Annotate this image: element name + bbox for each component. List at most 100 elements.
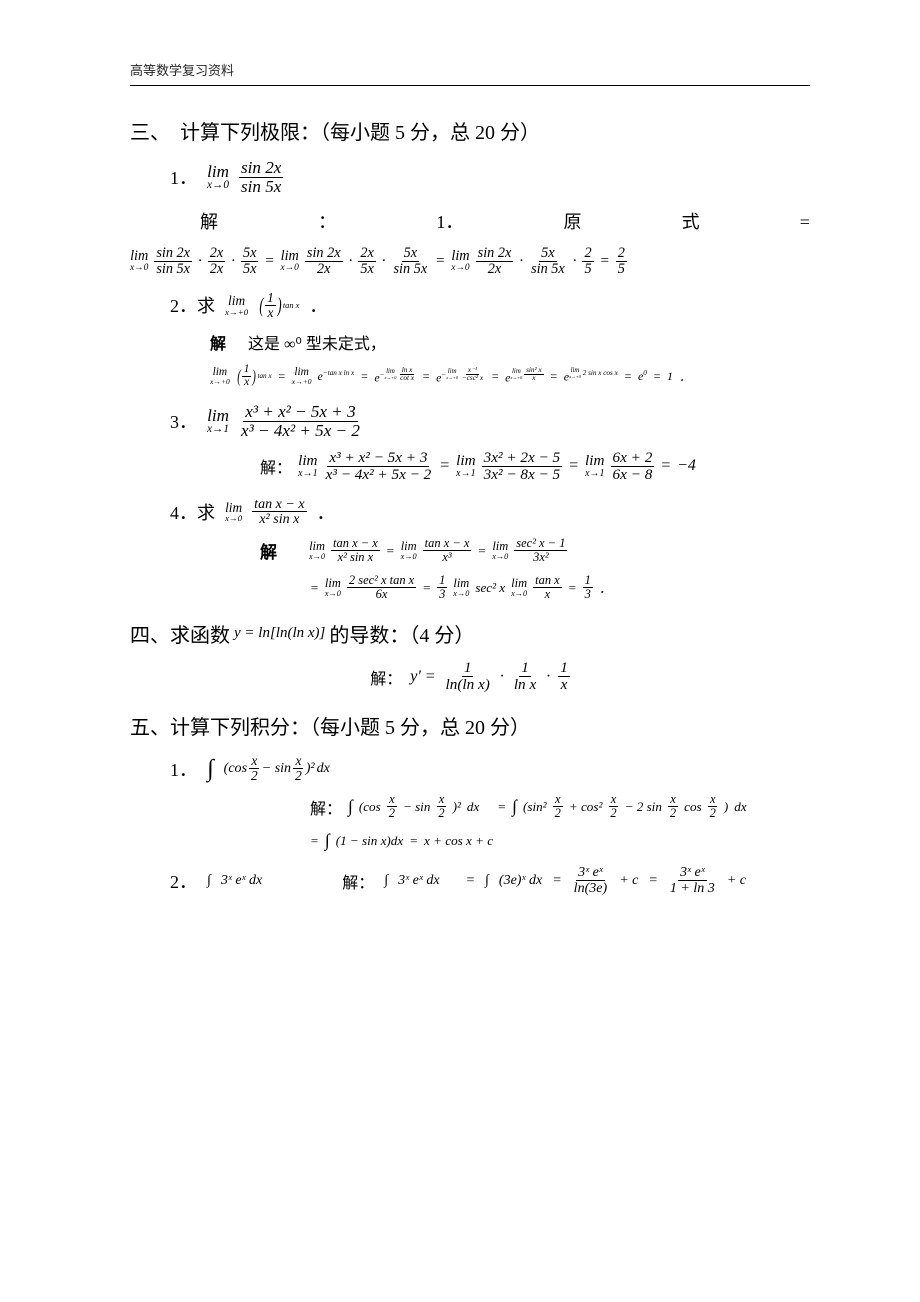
n: x [293, 754, 303, 769]
d: x [530, 375, 537, 383]
n: 2x [208, 246, 225, 262]
period: ． [679, 368, 691, 385]
n: 3ˣ eˣ [678, 865, 707, 881]
eq: = [360, 369, 368, 384]
label: 2． [170, 868, 197, 894]
problem-2: 2．求 lim x→+0 ( 1x ) tan x ． [170, 291, 810, 320]
exp: tan x [283, 300, 300, 310]
d: x³ [440, 551, 453, 564]
d: 5 [616, 262, 627, 277]
fn: y = ln[ln(ln x)] [234, 625, 325, 642]
section-3-title: 三、 计算下列极限：（每小题 5 分，总 20 分） [130, 116, 810, 145]
c: + c [619, 872, 638, 889]
dot: · [349, 253, 353, 270]
eq: = [653, 369, 661, 384]
sol-label: 解 [260, 538, 277, 563]
ls: x→0 [309, 553, 325, 561]
d: ln x [512, 677, 538, 693]
eq: = [439, 457, 450, 475]
problem-3-label: 3． [170, 408, 197, 434]
problem-5-1: 1． ∫ (cos x2 − sin x2 )² dx [170, 754, 810, 783]
integral-icon: ∫ [485, 872, 489, 889]
problem-5-1-solution-2: = ∫ (1 − sin x)dx = x + cos x + c [310, 830, 810, 851]
eq: = [435, 253, 445, 270]
ls: x→1 [585, 469, 605, 479]
n: sin 2x [305, 246, 343, 262]
integral-icon: ∫ [325, 830, 330, 851]
lim-sub: x→0 [207, 180, 229, 191]
lim-sub: x→+0 [225, 308, 248, 317]
d: 2 [436, 807, 446, 820]
d: x [242, 377, 251, 389]
d: x [266, 306, 276, 320]
integral-icon: ∫ [512, 796, 517, 817]
t: + cos² [569, 799, 603, 815]
lim: lim [207, 407, 229, 424]
sol-label: 解 [200, 208, 218, 234]
d: sin 5x [392, 262, 430, 277]
section-4-solution: 解： y' = 1ln(ln x) · 1ln x · 1x [130, 660, 810, 693]
dot: · [231, 253, 235, 270]
dx: dx [467, 799, 479, 815]
dot: · [500, 668, 504, 686]
n: x [249, 754, 259, 769]
lim: lim [228, 294, 245, 307]
eq: = [660, 457, 671, 475]
problem-2-label: 2．求 [170, 292, 215, 318]
t: )² [306, 760, 315, 777]
ls: x→+0 [385, 376, 397, 381]
lim: lim [401, 540, 417, 552]
eq: = [278, 369, 286, 384]
n: 6x + 2 [611, 450, 655, 467]
lim-sub: x→0 [130, 264, 148, 273]
eq: = [568, 580, 577, 596]
d: 5x [358, 262, 375, 277]
problem-4-label: 4．求 [170, 499, 215, 525]
d: 6x [374, 588, 390, 601]
sol-label: 解： [310, 795, 342, 819]
section-4-title: 四、求函数 y = ln[ln(ln x)] 的导数：（4 分） [130, 619, 810, 648]
ls: x→1 [207, 424, 229, 435]
eq: = [409, 833, 418, 849]
problem-1-solution-head: 解 ： 1． 原 式 = [130, 208, 810, 234]
t-a: 四、求函数 [130, 619, 230, 648]
t-b: 的导数：（4 分） [329, 619, 474, 648]
n: tan x − x [331, 537, 380, 551]
d: 3x² [531, 551, 551, 564]
d: 2 [608, 807, 618, 820]
d: 2 [708, 807, 718, 820]
t: )² [453, 799, 461, 815]
d: x² sin x [257, 512, 301, 527]
t: (sin² [523, 799, 547, 815]
n: 1 [462, 660, 474, 677]
lim: lim [492, 540, 508, 552]
eq: = [648, 872, 657, 889]
dot: · [546, 668, 550, 686]
t: (cos [224, 760, 247, 777]
eq: = [264, 253, 274, 270]
period: ． [599, 578, 612, 597]
d: x³ − 4x² + 5x − 2 [239, 422, 362, 440]
ls: x→+0 [510, 376, 522, 381]
problem-5-2: 2． ∫ 3ˣ eˣ dx 解： ∫ 3ˣ eˣ dx = ∫ (3e)ˣ dx… [170, 865, 810, 895]
n: 2 sec² x tan x [347, 574, 416, 588]
n: tan x − x [423, 537, 472, 551]
eq: = [310, 580, 319, 596]
lim: lim [451, 249, 469, 263]
n: x [609, 793, 619, 807]
e: e [374, 371, 379, 385]
ls: x→1 [456, 469, 476, 479]
ls: x→+0 [446, 376, 458, 381]
n: 2 [582, 246, 593, 262]
integral-icon: ∫ [207, 872, 211, 889]
n: 1 [558, 660, 570, 677]
eq: = [568, 457, 579, 475]
d: 2x [486, 262, 503, 277]
eq: = [422, 580, 431, 596]
shi: 式 [682, 208, 700, 234]
frac-num: sin 2x [239, 159, 283, 178]
lim: lim [298, 453, 317, 468]
eq: = [600, 253, 610, 270]
dot: · [573, 253, 577, 270]
problem-1-label: 1． [170, 164, 197, 190]
